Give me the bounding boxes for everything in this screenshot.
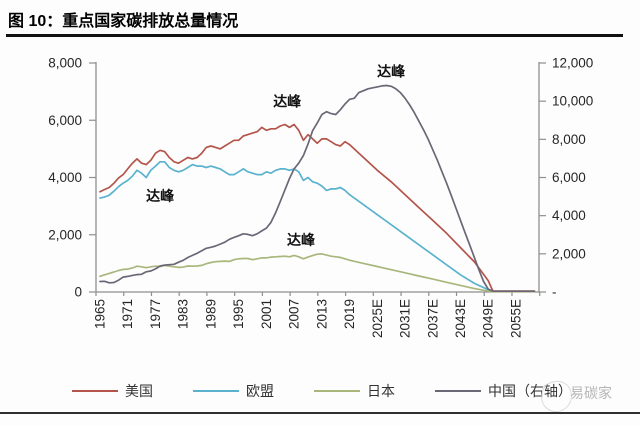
legend-item-usa: 美国 xyxy=(72,381,153,401)
legend-swatch-china xyxy=(435,390,481,392)
annotation-peak-label: 达峰 xyxy=(287,232,316,248)
x-axis-tick-label: 2001 xyxy=(259,299,274,329)
bottom-divider xyxy=(0,412,640,414)
x-axis-tick-label: 2019 xyxy=(342,299,357,329)
legend-label: 日本 xyxy=(367,383,395,399)
annotation-peak-label: 达峰 xyxy=(146,188,175,204)
legend-swatch-japan xyxy=(314,390,360,392)
y-axis-right-tick-label: 12,000 xyxy=(552,56,593,71)
y-axis-right-tick-label: 6,000 xyxy=(552,170,586,185)
y-axis-left-tick-label: 2,000 xyxy=(48,227,82,242)
x-axis-tick-label: 1995 xyxy=(231,299,246,329)
series-japan-line xyxy=(99,253,536,293)
legend-label: 美国 xyxy=(125,383,153,399)
x-axis-tick-label: 1989 xyxy=(203,299,218,329)
x-axis-tick-label: 2013 xyxy=(314,299,329,329)
x-axis-tick-label: 2007 xyxy=(287,299,302,329)
figure-title: 图 10：重点国家碳排放总量情况 xyxy=(8,13,239,30)
y-axis-right-tick-label: - xyxy=(552,285,557,300)
legend-label: 欧盟 xyxy=(246,383,274,399)
series-china-line xyxy=(99,84,536,293)
x-axis-tick-label: 1971 xyxy=(120,299,135,329)
legend-swatch-usa xyxy=(72,390,118,392)
y-axis-left-tick-label: 4,000 xyxy=(48,170,82,185)
series-usa-line xyxy=(99,123,536,292)
x-axis-tick-label: 1983 xyxy=(176,299,191,329)
y-axis-left-tick-label: 0 xyxy=(74,285,82,300)
y-axis-left-tick-label: 8,000 xyxy=(48,56,82,71)
legend-item-japan: 日本 xyxy=(314,381,395,401)
annotation-peak-label: 达峰 xyxy=(273,94,302,110)
x-axis-tick-label: 1977 xyxy=(148,299,163,329)
x-axis-tick-label: 2043E xyxy=(453,299,468,338)
title-underline xyxy=(6,34,623,37)
y-axis-right-tick-label: 10,000 xyxy=(552,94,593,109)
series-eu-line xyxy=(99,160,536,293)
x-axis-tick-label: 2055E xyxy=(508,299,523,338)
legend-label: 中国（右轴） xyxy=(488,383,572,399)
x-axis-tick-label: 1965 xyxy=(93,299,108,329)
x-axis-tick-label: 2049E xyxy=(481,299,496,338)
legend-item-china: 中国（右轴） xyxy=(435,381,572,401)
annotation-peak-label: 达峰 xyxy=(377,63,406,79)
chart-legend: 美国 欧盟 日本 中国（右轴） xyxy=(72,381,572,401)
y-axis-right-tick-label: 4,000 xyxy=(552,208,586,223)
y-axis-right-tick-label: 2,000 xyxy=(552,246,586,261)
x-axis-tick-label: 2031E xyxy=(398,299,413,338)
legend-item-eu: 欧盟 xyxy=(193,381,274,401)
legend-swatch-eu xyxy=(193,390,239,392)
y-axis-left-tick-label: 6,000 xyxy=(48,113,82,128)
x-axis-tick-label: 2037E xyxy=(425,299,440,338)
watermark-text: 易碳家 xyxy=(570,385,612,401)
y-axis-right-tick-label: 8,000 xyxy=(552,132,586,147)
x-axis-tick-label: 2025E xyxy=(370,299,385,338)
